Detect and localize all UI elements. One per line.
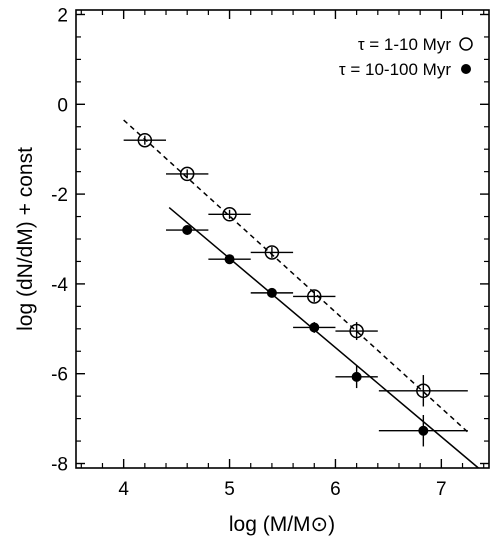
data-point-series-1 [208, 207, 251, 222]
legend-label-series-1: τ = 1-10 Myr [358, 35, 451, 54]
data-point-series-1 [335, 322, 378, 341]
y-axis-title: log (dN/dM) + const [14, 147, 37, 331]
open-circle-marker [349, 323, 364, 339]
fit-line-series-1 [123, 119, 469, 433]
data-point-series-1 [123, 132, 167, 148]
data-point-series-2 [250, 287, 294, 298]
data-point-series-2 [293, 322, 336, 333]
y-tick-label: 0 [57, 95, 68, 116]
data-point-series-1 [378, 375, 468, 407]
data-point-series-2 [166, 225, 209, 236]
data-points [123, 132, 468, 447]
y-tick-label: -6 [51, 365, 68, 386]
x-tick-label: 7 [436, 479, 447, 500]
open-circle-marker [222, 207, 237, 222]
open-circle-marker [264, 245, 280, 260]
legend-filled-circle-marker [461, 64, 471, 74]
y-tick-label: 2 [57, 5, 68, 26]
legend-label-series-2: τ = 10-100 Myr [339, 60, 451, 79]
open-circle-marker [137, 132, 153, 148]
data-point-series-1 [166, 166, 209, 182]
open-circle-marker [307, 289, 322, 304]
legend-open-circle-marker [459, 37, 473, 51]
filled-circle-marker [266, 287, 277, 298]
axis-ticks: 4 5 6 7 -8 -6 -4 -2 0 2 [51, 5, 489, 500]
fit-line-series-2 [168, 206, 479, 469]
data-point-series-2 [335, 365, 378, 389]
filled-circle-marker [351, 371, 362, 382]
data-point-series-2 [208, 254, 251, 265]
y-tick-label: -2 [51, 185, 68, 206]
x-tick-label: 4 [118, 479, 129, 500]
open-circle-marker [179, 166, 195, 182]
filled-circle-marker [182, 225, 193, 236]
x-axis-title: log (M/M⊙) [229, 513, 335, 536]
data-point-series-1 [250, 245, 294, 260]
fit-lines [123, 119, 479, 469]
x-tick-label: 6 [330, 479, 341, 500]
open-circle-marker [416, 383, 431, 399]
y-tick-label: -8 [51, 455, 68, 476]
data-point-series-2 [378, 415, 468, 447]
filled-circle-marker [309, 322, 320, 333]
filled-circle-marker [224, 254, 235, 265]
x-tick-label: 5 [224, 479, 235, 500]
legend: τ = 1-10 Myr τ = 10-100 Myr [339, 35, 473, 79]
y-tick-label: -4 [51, 275, 68, 296]
data-point-series-1 [293, 289, 336, 304]
filled-circle-marker [418, 425, 429, 436]
